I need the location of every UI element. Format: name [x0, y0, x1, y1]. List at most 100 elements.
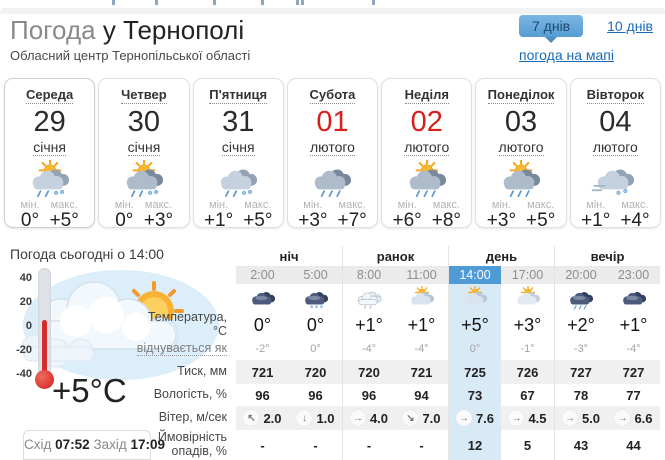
cutoff-fragment [213, 0, 216, 5]
current-temperature: +5°C [52, 372, 127, 409]
day-min: мін. 0° [20, 199, 40, 232]
day-card-Четвер[interactable]: Четвер 30 січня мін. 0° макс. +3° [98, 78, 190, 232]
day-card-Вівторок[interactable]: Вівторок 04 лютого мін. +1° макс. +4° [569, 78, 661, 231]
group-header-день: день [448, 246, 554, 266]
day-min: мін. +3° [298, 199, 328, 232]
feels-like-value: -4° [414, 343, 429, 355]
wind-value: → 4.0 [342, 406, 395, 430]
hour-weather-cell [501, 284, 554, 312]
day-name-link[interactable]: Неділя [404, 87, 449, 104]
precipitation-value: - [342, 430, 395, 460]
thermometer-bulb [35, 370, 54, 389]
day-name-link[interactable]: Четвер [121, 87, 167, 104]
page-header: Погода у Тернополі Обласний центр Терноп… [10, 16, 250, 63]
temperature-value: +3° [513, 314, 542, 335]
day-max: макс. +5° [49, 199, 79, 232]
temperature-value: 0° [306, 314, 325, 335]
feels-like-value: -2° [255, 343, 270, 355]
temperature-value: 0° [253, 314, 272, 335]
cutoff-fragment [372, 0, 375, 5]
hour-20:00[interactable]: 20:00 [554, 266, 607, 284]
row-label-temperature: Температура, °C [147, 310, 227, 338]
day-weather-icon [220, 169, 258, 198]
precipitation-value: 43 [554, 430, 607, 460]
hour-weather-icon [410, 286, 434, 305]
day-month-link[interactable]: січня [127, 139, 161, 157]
hours-spacer [136, 266, 236, 284]
humidity-value: 77 [626, 387, 641, 403]
feels-like-value: -1° [520, 343, 535, 355]
thermometer-tick-label: 0 [25, 320, 32, 332]
day-card-Субота[interactable]: Субота 01 лютого мін. +3° макс. +7° [286, 78, 379, 232]
day-card-Понеділок[interactable]: Понеділок 03 лютого мін. +3° макс. +5° [475, 78, 567, 231]
cutoff-browser-strip [0, 0, 665, 8]
row-label-feels-like[interactable]: відчувається як [136, 338, 236, 360]
day-date: 29 [33, 106, 66, 138]
hour-weather-icon [304, 292, 328, 309]
tab-7-days[interactable]: 7 днів [519, 15, 584, 43]
cutoff-fragment [155, 0, 158, 5]
day-month-link[interactable]: лютого [404, 139, 450, 157]
tab-7-days-label: 7 днів [532, 18, 571, 34]
hour-weather-icon [357, 291, 382, 309]
page-title: Погода у Тернополі [10, 16, 250, 45]
wind-direction-icon: → [455, 410, 472, 426]
pressure-value: 726 [501, 360, 554, 384]
humidity-value: 96 [255, 387, 270, 403]
hour-17:00[interactable]: 17:00 [501, 266, 554, 284]
hour-weather-cell [554, 284, 607, 312]
day-name-link[interactable]: П'ятниця [209, 87, 268, 104]
day-weather-icon [315, 169, 352, 198]
hour-2:00[interactable]: 2:00 [236, 266, 289, 284]
wind-direction-icon: → [349, 410, 366, 426]
thermometer-mercury [42, 320, 47, 378]
day-card-Середа[interactable]: Середа 29 січня мін. 0° макс. +5° [4, 78, 96, 232]
feels-like-value: 0° [448, 338, 501, 360]
hour-8:00[interactable]: 8:00 [342, 266, 395, 284]
day-month-link[interactable]: лютого [309, 139, 355, 157]
day-month-link[interactable]: січня [221, 139, 255, 157]
thermometer-tick-label: 40 [19, 272, 32, 284]
weather-map-link[interactable]: погода на мапі [519, 47, 614, 63]
cutoff-fragment [112, 0, 115, 5]
pressure-value: 727 [554, 360, 607, 384]
hour-23:00[interactable]: 23:00 [607, 266, 660, 284]
day-month-link[interactable]: лютого [498, 139, 544, 157]
day-card-Неділя[interactable]: Неділя 02 лютого мін. +6° макс. +8° [381, 78, 473, 231]
day-weather-icon [503, 159, 541, 198]
today-heading: Погода сьогодні о 14:00 [10, 246, 164, 262]
feels-like-link[interactable]: відчувається як [136, 340, 227, 357]
day-date: 02 [410, 106, 443, 138]
day-name-link[interactable]: Вівторок [586, 87, 644, 104]
day-name-link[interactable]: Понеділок [487, 87, 555, 104]
feels-like-value: -4° [342, 338, 395, 360]
pressure-value: 721 [395, 360, 448, 384]
hour-weather-cell [607, 284, 660, 312]
day-date: 03 [504, 106, 538, 138]
wind-value: → 4.5 [501, 406, 554, 430]
day-card-П'ятниця[interactable]: П'ятниця 31 січня мін. +1° макс. +5° [192, 78, 284, 231]
hour-11:00[interactable]: 11:00 [395, 266, 448, 284]
day-max: макс. +3° [143, 199, 174, 232]
pressure-value: 720 [342, 360, 395, 384]
day-weather-icon [126, 159, 163, 198]
temperature-value: +1° [342, 312, 395, 338]
day-month-link[interactable]: січня [33, 139, 66, 157]
thermometer-scale: 40 20 0 -20 -40 [8, 272, 32, 392]
hour-14:00[interactable]: 14:00 [448, 266, 501, 284]
temperature-value: +2° [554, 312, 607, 338]
hour-weather-icon [516, 286, 540, 305]
icons-spacer [136, 284, 236, 312]
day-name-link[interactable]: Середа [26, 87, 74, 104]
tab-10-days[interactable]: 10 днів [607, 18, 653, 34]
hour-5:00[interactable]: 5:00 [289, 266, 342, 284]
day-name-link[interactable]: Субота [309, 87, 356, 104]
day-weather-icon [409, 159, 446, 198]
pressure-value: 727 [607, 360, 660, 384]
row-label-pressure: Тиск, мм [177, 364, 227, 379]
hourly-forecast-table: ніч ранок день вечір 2:00 5:00 8:00 11:00 14:00 1… [136, 246, 660, 460]
active-tab-pointer-icon [545, 37, 558, 43]
day-month-link[interactable]: лютого [592, 139, 638, 157]
row-label-wind: Вітер, м/сек [158, 410, 227, 425]
wind-direction-icon: ↖ [243, 410, 260, 426]
